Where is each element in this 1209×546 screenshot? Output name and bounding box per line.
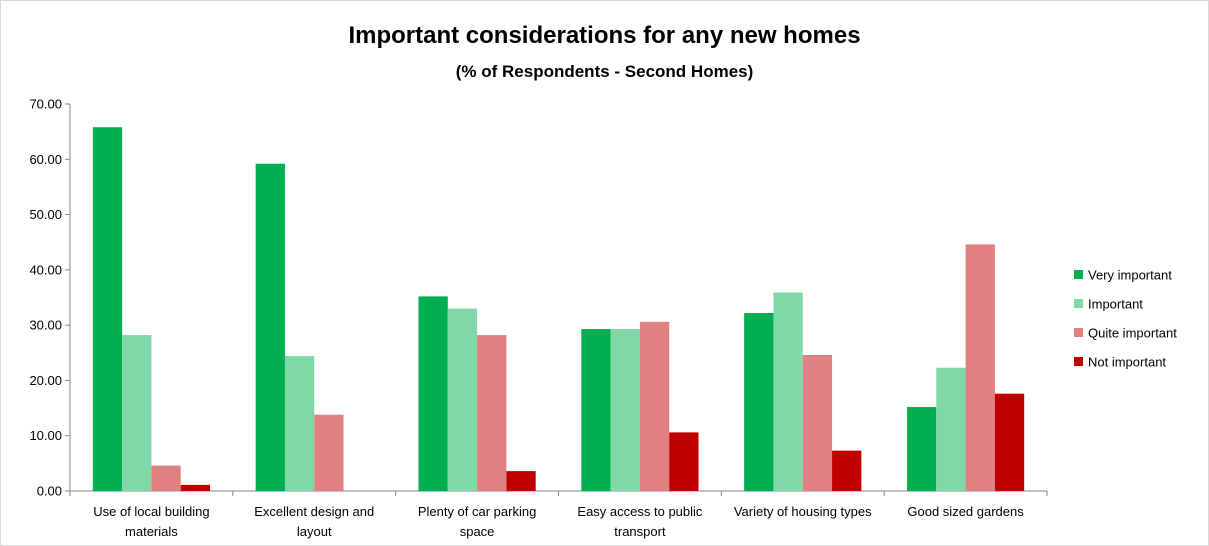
x-tick-label: materials <box>125 524 178 539</box>
y-tick-label: 50.00 <box>29 207 62 222</box>
legend-entry: Very important <box>1088 268 1172 283</box>
y-tick-label: 10.00 <box>29 428 62 443</box>
x-tick-label: Plenty of car parking <box>418 504 537 519</box>
x-tick-label: Excellent design and <box>254 504 374 519</box>
legend-swatch <box>1074 270 1083 279</box>
bar <box>639 321 670 491</box>
x-tick-label: Use of local building <box>93 504 209 519</box>
y-tick-label: 60.00 <box>29 152 62 167</box>
bar <box>610 329 640 491</box>
bar <box>477 335 507 491</box>
bar <box>906 406 937 491</box>
y-tick-label: 70.00 <box>29 97 62 112</box>
legend-entry: Quite important <box>1088 326 1177 341</box>
bar <box>773 292 803 491</box>
bar <box>151 465 181 491</box>
legend-entry: Important <box>1088 297 1143 312</box>
y-tick-label: 40.00 <box>29 262 62 277</box>
chart-subtitle: (% of Respondents - Second Homes) <box>455 62 754 81</box>
x-tick-label: Variety of housing types <box>734 504 872 519</box>
legend-swatch <box>1074 328 1083 337</box>
legend-entry: Not important <box>1088 355 1166 370</box>
x-tick-label: transport <box>614 524 666 539</box>
legend-swatch <box>1074 299 1083 308</box>
bar <box>255 163 285 492</box>
legend-swatch <box>1074 357 1083 366</box>
x-tick-label: Easy access to public <box>577 504 703 519</box>
y-tick-label: 30.00 <box>29 318 62 333</box>
y-tick-label: 0.00 <box>37 484 62 499</box>
bar <box>122 335 152 491</box>
bar <box>994 393 1025 491</box>
bar <box>180 484 211 491</box>
y-tick-label: 20.00 <box>29 373 62 388</box>
bar <box>314 414 344 491</box>
bar <box>418 296 448 491</box>
bar <box>92 127 123 491</box>
bar <box>669 432 699 491</box>
bar <box>936 367 966 491</box>
bar <box>581 329 611 491</box>
bar <box>447 308 478 491</box>
bar <box>802 354 833 491</box>
x-tick-label: layout <box>297 524 332 539</box>
bar <box>284 356 315 491</box>
bar <box>506 471 536 491</box>
x-tick-label: space <box>460 524 495 539</box>
chart-title: Important considerations for any new hom… <box>348 22 861 49</box>
bar <box>744 312 774 491</box>
bar <box>965 244 995 491</box>
x-tick-label: Good sized gardens <box>907 504 1024 519</box>
bar <box>832 450 862 491</box>
